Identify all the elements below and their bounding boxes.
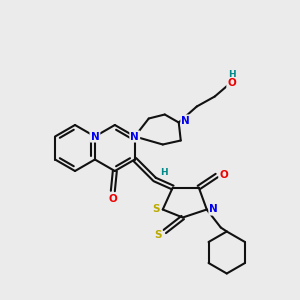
Text: S: S: [152, 205, 160, 214]
Text: N: N: [182, 116, 190, 125]
Text: H: H: [160, 168, 168, 177]
Text: O: O: [109, 194, 117, 204]
Text: S: S: [154, 230, 161, 239]
Text: N: N: [130, 131, 139, 142]
Text: O: O: [219, 169, 228, 179]
Text: H: H: [228, 70, 236, 79]
Text: N: N: [91, 131, 99, 142]
Text: N: N: [209, 205, 218, 214]
Text: O: O: [227, 79, 236, 88]
